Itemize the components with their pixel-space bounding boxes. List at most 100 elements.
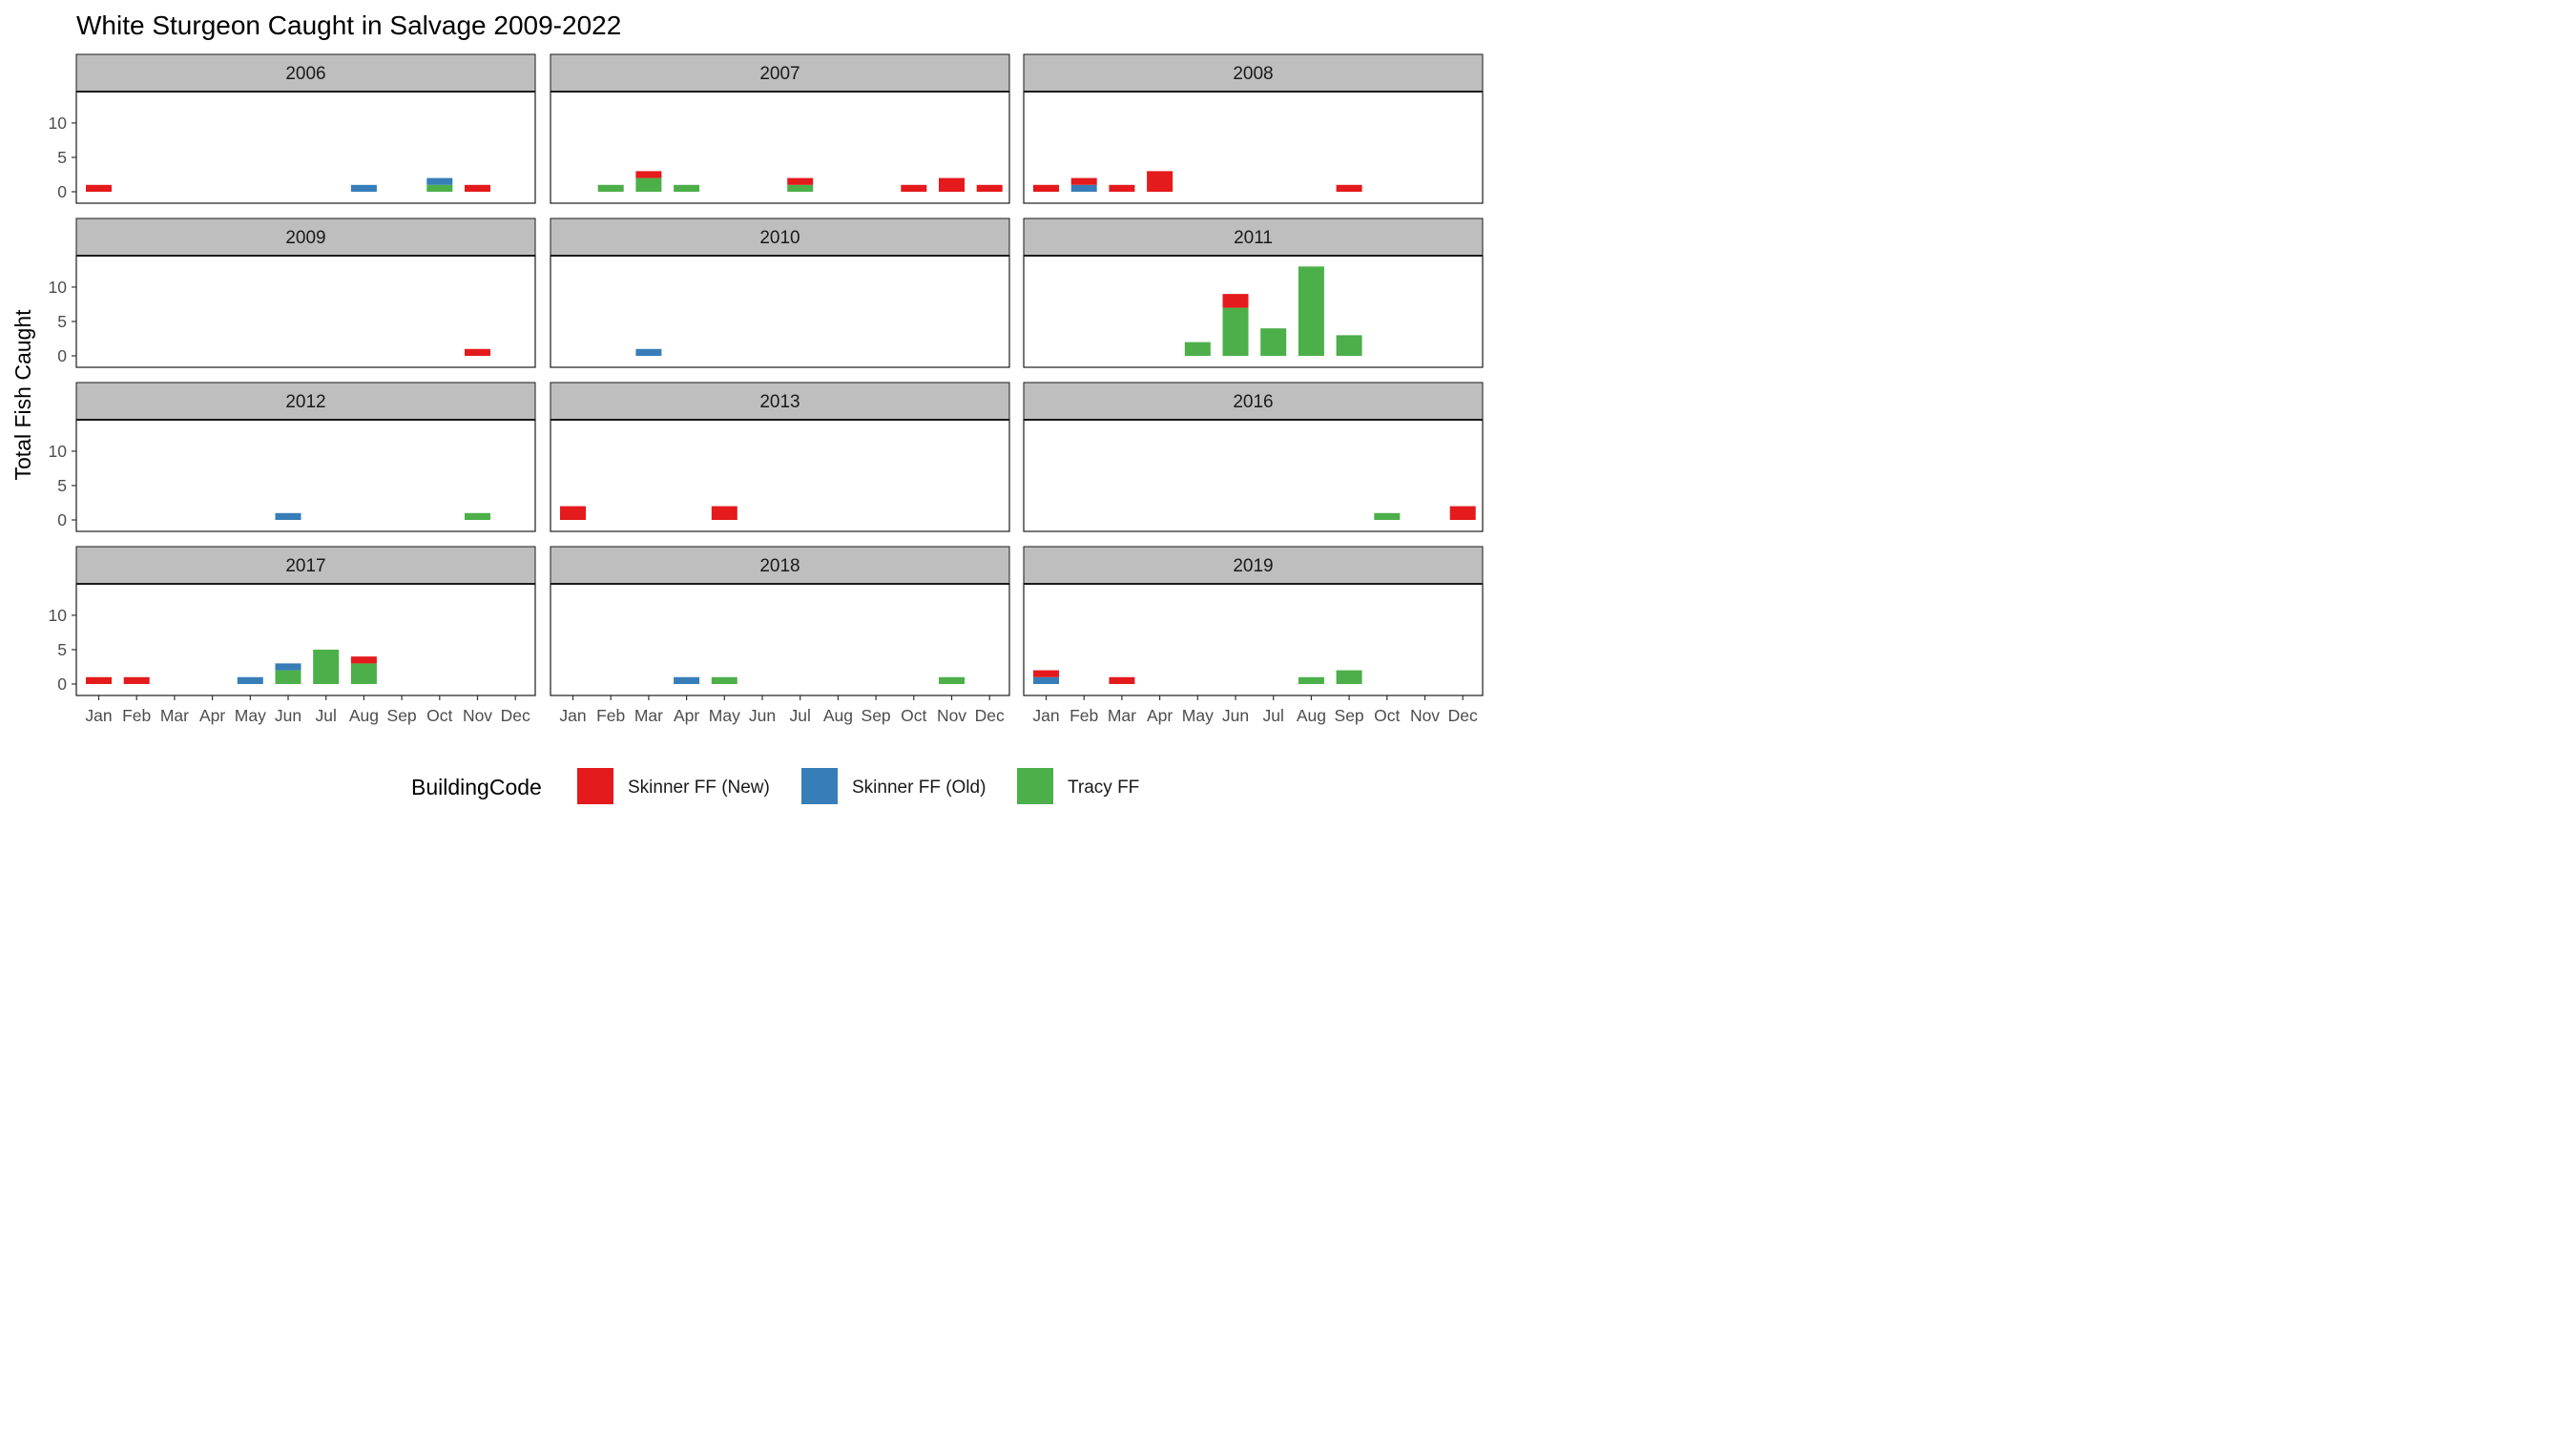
- bar-2019-Jan-skinner-ff-new-: [1033, 670, 1059, 677]
- x-tick-label: Aug: [349, 706, 379, 725]
- bar-2017-Jan-skinner-ff-new-: [86, 676, 112, 684]
- bar-2008-Feb-skinner-ff-new-: [1070, 177, 1097, 185]
- bar-2009-Nov-skinner-ff-new-: [465, 348, 490, 356]
- bars: [86, 649, 377, 684]
- panel-border: [1023, 255, 1484, 368]
- bar-2016-Dec-skinner-ff-new-: [1449, 506, 1476, 520]
- bar-2012-Nov-tracy-ff: [465, 512, 490, 520]
- chart-title: White Sturgeon Caught in Salvage 2009-20…: [76, 10, 621, 40]
- bar-2011-Jun-skinner-ff-new-: [1222, 294, 1249, 308]
- bars: [465, 348, 490, 356]
- bar-2008-Jan-skinner-ff-new-: [1033, 184, 1059, 192]
- x-tick-label: Nov: [937, 706, 966, 725]
- legend-label: Tracy FF: [1068, 778, 1139, 798]
- x-tick-label: Apr: [674, 706, 699, 725]
- bar-2018-Nov-tracy-ff: [939, 676, 965, 684]
- y-tick-label: 0: [57, 182, 67, 201]
- bar-2019-Mar-skinner-ff-new-: [1109, 676, 1135, 684]
- panel-border: [1023, 583, 1484, 696]
- x-tick-label: Jun: [275, 706, 301, 725]
- facet-strip-label: 2007: [759, 64, 800, 84]
- bar-2007-Nov-skinner-ff-new-: [939, 177, 965, 192]
- bars: [275, 512, 490, 520]
- bar-2008-Mar-skinner-ff-new-: [1109, 184, 1135, 192]
- x-tick-label: May: [235, 706, 266, 725]
- x-tick-label: Oct: [426, 706, 452, 725]
- x-tick-label: Jul: [316, 706, 337, 725]
- legend-swatch: [1017, 768, 1053, 804]
- x-tick-label: Aug: [823, 706, 853, 725]
- bar-2007-Apr-tracy-ff: [674, 184, 700, 192]
- x-tick-label: Jun: [1222, 706, 1249, 725]
- bar-2007-Dec-skinner-ff-new-: [976, 184, 1003, 192]
- facet-panel-2017: 2017 0 5 10 Jan Feb Mar Apr May Jun Jul Aug Sep Oct No…: [49, 546, 536, 725]
- bars: [1374, 506, 1476, 520]
- bar-2006-Oct-tracy-ff: [426, 184, 453, 192]
- facet-strip: [550, 382, 1010, 421]
- y-tick-label: 5: [57, 312, 67, 331]
- bar-2006-Jan-skinner-ff-new-: [86, 184, 112, 192]
- legend-label: Skinner FF (New): [628, 778, 770, 798]
- y-tick-label: 0: [57, 346, 67, 365]
- x-tick-label: Aug: [1297, 706, 1326, 725]
- bar-2017-Jun-skinner-ff-old-: [275, 663, 301, 671]
- y-tick-label: 0: [57, 674, 67, 694]
- facet-strip-label: 2018: [759, 556, 800, 576]
- legend-item: Tracy FF: [1017, 768, 1139, 804]
- bar-2019-Sep-tracy-ff: [1336, 670, 1362, 684]
- x-tick-label: Feb: [122, 706, 151, 725]
- facet-panel-2019: 2019 Jan Feb Mar Apr May Jun Jul Aug Sep Oct Nov Dec: [1023, 546, 1484, 725]
- facet-strip-label: 2011: [1234, 228, 1273, 248]
- bar-2019-Jan-skinner-ff-old-: [1033, 676, 1059, 684]
- bar-2017-Aug-tracy-ff: [350, 663, 377, 684]
- x-tick-label: Feb: [596, 706, 625, 725]
- y-tick-label: 5: [57, 640, 67, 659]
- bar-2006-Oct-skinner-ff-old-: [426, 177, 453, 185]
- x-tick-label: Nov: [463, 706, 492, 725]
- y-tick-label: 10: [49, 278, 68, 297]
- x-tick-label: Nov: [1410, 706, 1440, 725]
- facet-strip-label: 2017: [285, 556, 325, 576]
- bars: [597, 171, 1003, 192]
- facet-panel-2012: 2012 0 5 10: [49, 382, 536, 532]
- facet-strip: [550, 218, 1010, 257]
- bar-2017-Feb-skinner-ff-new-: [123, 676, 150, 684]
- legend-item: Skinner FF (Old): [801, 768, 986, 804]
- facet-strip-label: 2012: [285, 392, 325, 412]
- panel-border: [1023, 419, 1484, 532]
- bar-2007-Mar-tracy-ff: [635, 177, 662, 192]
- bar-2017-May-skinner-ff-old-: [237, 676, 263, 684]
- x-tick-label: May: [1182, 706, 1214, 725]
- legend-title: BuildingCode: [411, 775, 542, 799]
- legend-label: Skinner FF (Old): [852, 778, 986, 798]
- legend-item: Skinner FF (New): [577, 768, 770, 804]
- x-tick-label: Oct: [1374, 706, 1400, 725]
- bar-2008-Feb-skinner-ff-old-: [1070, 184, 1097, 192]
- bar-2018-Apr-skinner-ff-old-: [674, 676, 700, 684]
- facet-panel-2016: 2016: [1023, 382, 1484, 532]
- bar-2008-Apr-skinner-ff-new-: [1147, 171, 1174, 192]
- bar-2017-Aug-skinner-ff-new-: [350, 656, 377, 664]
- legend-swatch: [801, 768, 838, 804]
- bar-2007-Feb-tracy-ff: [597, 184, 624, 192]
- facet-strip-label: 2016: [1233, 392, 1273, 412]
- facet-strip-label: 2010: [759, 228, 800, 248]
- facet-strip: [1023, 382, 1484, 421]
- bars: [1184, 266, 1362, 356]
- y-tick-label: 5: [57, 476, 67, 495]
- x-tick-label: Feb: [1070, 706, 1098, 725]
- x-tick-label: May: [709, 706, 740, 725]
- bar-2006-Aug-skinner-ff-old-: [350, 184, 377, 192]
- bars: [86, 177, 490, 192]
- bars: [674, 676, 965, 684]
- bars: [635, 348, 662, 356]
- facet-strip: [75, 218, 536, 257]
- bar-2018-May-tracy-ff: [711, 676, 737, 684]
- facet-panel-2006: 2006 0 5 10: [49, 53, 536, 204]
- x-tick-label: Sep: [1335, 706, 1364, 725]
- y-tick-label: 0: [57, 510, 67, 529]
- facet-panel-2008: 2008: [1023, 53, 1484, 204]
- facet-panel-2007: 2007: [550, 53, 1010, 204]
- y-tick-label: 10: [49, 442, 68, 461]
- x-tick-label: Mar: [160, 706, 189, 725]
